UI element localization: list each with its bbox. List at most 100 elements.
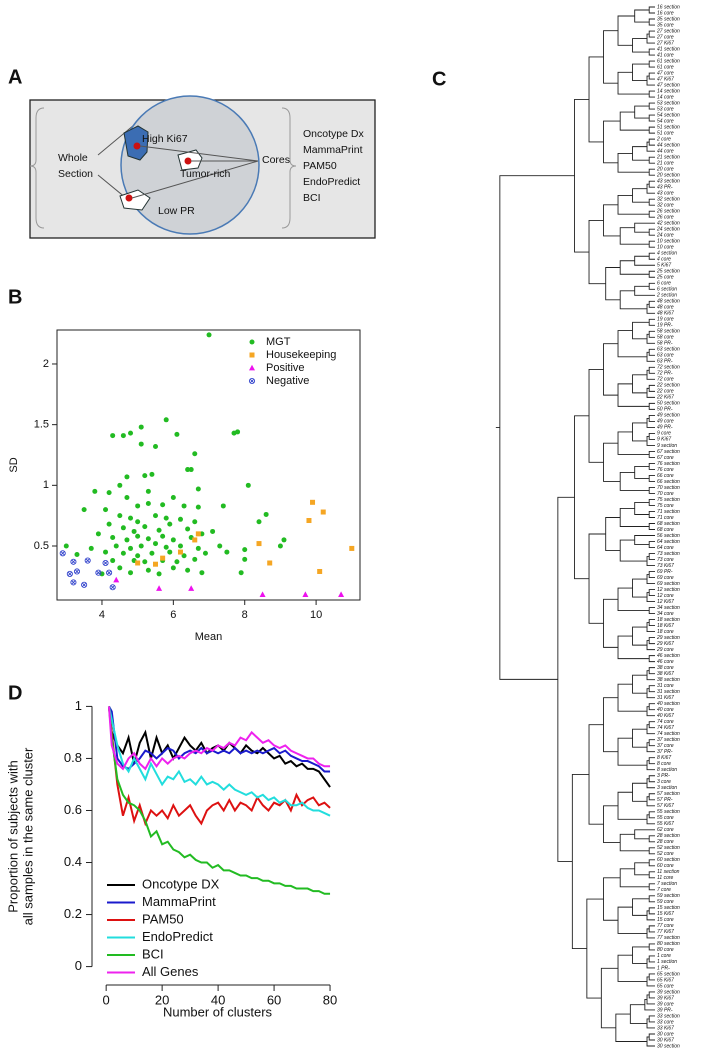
branch [634, 502, 650, 515]
branch [619, 539, 648, 562]
diagram-label: Tumor-rich [180, 168, 231, 180]
point [263, 511, 269, 517]
leaf-label: 76 core [657, 467, 674, 473]
plot-frame [56, 329, 361, 601]
branch [646, 910, 655, 921]
point [138, 543, 144, 549]
branch [648, 252, 655, 260]
leaf-label: 27 Ki67 [656, 40, 674, 46]
leaf-label: 75 section [657, 497, 680, 503]
branch [646, 592, 655, 603]
point [160, 533, 166, 539]
leaf-label: 12 core [657, 593, 674, 599]
branch [648, 847, 655, 855]
leaf-label: 55 section [657, 809, 680, 815]
leaf-label: 3 core [657, 779, 671, 785]
branch [646, 303, 655, 314]
leaf-label: 32 section [657, 197, 680, 203]
branch [648, 180, 655, 188]
branch [617, 431, 650, 455]
branch [499, 175, 575, 680]
branch [603, 598, 619, 648]
branch [648, 366, 655, 374]
x-tick-label: 20 [155, 992, 169, 1007]
branch [648, 432, 655, 440]
x-axis-label: Number of clusters [163, 1004, 273, 1019]
point [170, 494, 176, 500]
branch [634, 829, 655, 840]
point [170, 565, 176, 571]
leaf-label: 12 section [657, 587, 680, 593]
leaf-label: 24 core [656, 233, 674, 239]
point [95, 569, 102, 576]
leaf-label: 63 PR- [657, 359, 673, 365]
point [192, 556, 198, 562]
point [128, 515, 134, 521]
leaf-label: 8 core [657, 761, 671, 767]
point [245, 482, 251, 488]
branch [603, 697, 619, 753]
leaf-label: 27 section [656, 28, 680, 34]
point [156, 585, 163, 591]
leaf-label: 48 core [657, 305, 674, 311]
connector [131, 160, 259, 199]
point [117, 565, 123, 571]
legend-label: Positive [266, 362, 305, 374]
point [188, 467, 194, 473]
leaf-label: 20 core [656, 166, 674, 172]
point [163, 417, 169, 423]
point [106, 521, 112, 527]
point [153, 513, 159, 519]
leaf-label: 54 section [657, 112, 680, 118]
leaf-label: 73 section [657, 551, 680, 557]
leaf-label: 22 Ki67 [656, 395, 674, 401]
leaf-label: 33 section [657, 1013, 680, 1019]
branch [648, 126, 655, 134]
x-tick-label: 4 [99, 609, 105, 621]
leaf-label: 10 section [657, 239, 680, 245]
leaf-label: 72 section [657, 365, 680, 371]
leaf-label: 76 section [657, 461, 680, 467]
series-line [107, 706, 331, 895]
leaf-label: 9 Ki67 [657, 437, 671, 443]
point [128, 545, 134, 551]
leaf-label: 41 core [657, 52, 674, 58]
leaf-label: 41 section [657, 46, 680, 52]
assay-label: MammaPrint [303, 144, 363, 156]
branch [646, 387, 655, 398]
branch [605, 267, 621, 301]
y-tick-label: 1.5 [34, 419, 49, 431]
branch [646, 556, 655, 566]
branch [648, 384, 655, 392]
branch [648, 228, 655, 236]
point [103, 507, 109, 513]
branch [646, 928, 655, 939]
point [66, 570, 73, 577]
leaf-label: 74 section [657, 731, 680, 737]
point [73, 568, 81, 575]
branch [646, 778, 655, 789]
branch [646, 742, 655, 753]
leaf-label: 47 core [657, 70, 674, 76]
leaf-label: 11 section [657, 869, 680, 875]
leaf-label: 63 core [657, 353, 674, 359]
leaf-label: 1 PR- [657, 965, 670, 971]
leaf-label: 47 section [657, 82, 680, 88]
point [128, 570, 134, 576]
branch [646, 958, 655, 969]
leaf-label: 16 core [657, 10, 674, 16]
point [153, 443, 159, 449]
point [267, 560, 273, 566]
point [110, 535, 116, 541]
branch [646, 1018, 655, 1029]
diagram-label: Whole [58, 152, 88, 164]
branch [648, 6, 655, 14]
point [142, 473, 148, 479]
leaf-label: 74 core [657, 719, 674, 725]
x-tick-label: 80 [323, 992, 337, 1007]
leaf-label: 52 section [657, 845, 680, 851]
point [103, 549, 109, 555]
branch [634, 535, 655, 545]
series-line [108, 705, 331, 773]
